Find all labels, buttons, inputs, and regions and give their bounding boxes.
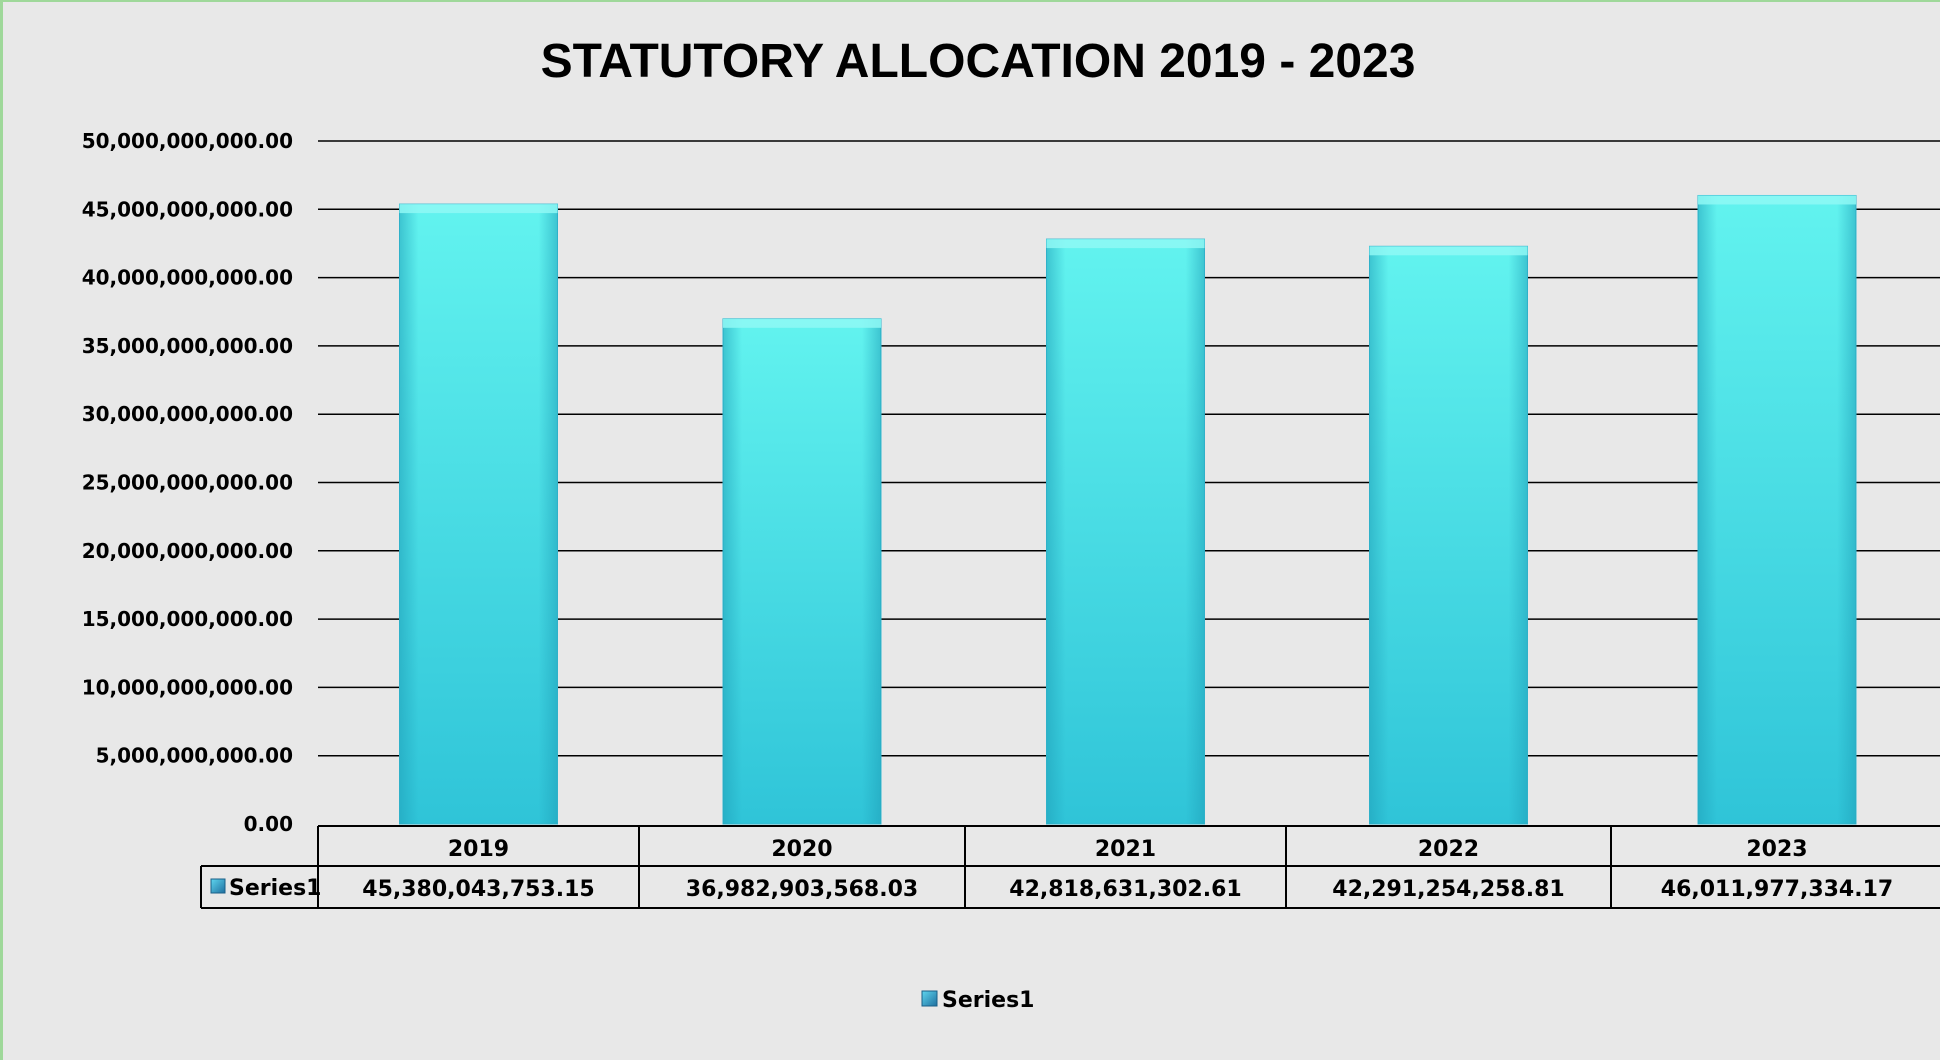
bar-top-face (723, 318, 881, 328)
data-table-value: 36,982,903,568.03 (686, 877, 918, 902)
bar-shading (1046, 239, 1205, 824)
y-tick-label: 10,000,000,000.00 (82, 675, 293, 699)
category-label: 2020 (771, 837, 832, 862)
bar-top-face (1046, 239, 1205, 249)
legend-key-icon (921, 990, 938, 1007)
data-table-value: 46,011,977,334.17 (1661, 877, 1893, 902)
bar-top-face (1698, 195, 1856, 205)
legend: Series1 (921, 988, 1034, 1013)
category-label: 2022 (1418, 837, 1479, 862)
y-tick-label: 5,000,000,000.00 (96, 744, 293, 768)
bar-shading (723, 318, 881, 824)
y-tick-label: 15,000,000,000.00 (82, 607, 293, 631)
y-tick-label: 45,000,000,000.00 (82, 197, 293, 221)
series-key-icon (210, 878, 226, 894)
y-tick-label: 30,000,000,000.00 (82, 402, 293, 426)
bars (399, 194, 1857, 825)
bar-top-face (1369, 246, 1528, 256)
y-tick-label: 35,000,000,000.00 (82, 334, 293, 358)
data-table-value: 42,291,254,258.81 (1332, 877, 1564, 902)
y-tick-label: 50,000,000,000.00 (82, 129, 293, 153)
bar-chart: STATUTORY ALLOCATION 2019 - 2023 0.00 5,0… (82, 35, 1940, 1013)
chart-title: STATUTORY ALLOCATION 2019 - 2023 (541, 35, 1416, 88)
data-table-value: 42,818,631,302.61 (1009, 877, 1241, 902)
category-label: 2019 (448, 837, 509, 862)
bar-shading (1698, 195, 1856, 825)
category-label: 2023 (1746, 837, 1807, 862)
data-table-value: 45,380,043,753.15 (362, 877, 594, 902)
y-tick-label: 40,000,000,000.00 (82, 266, 293, 290)
bar-shading (399, 204, 558, 825)
category-label: 2021 (1095, 837, 1156, 862)
legend-entry-label: Series1 (942, 988, 1034, 1013)
bar-top-face (399, 204, 558, 214)
bar-shading (1369, 246, 1528, 825)
y-tick-label: 20,000,000,000.00 (82, 539, 293, 563)
series-name-label: Series1 (229, 876, 321, 901)
y-tick-label: 25,000,000,000.00 (82, 471, 293, 495)
y-tick-label: 0.00 (244, 812, 293, 836)
data-table: 2019 45,380,043,753.15 2020 36,982,903,568.… (200, 825, 1940, 909)
y-axis-ticks: 0.00 5,000,000,000.00 10,000,000,000.00 15,… (82, 129, 293, 836)
